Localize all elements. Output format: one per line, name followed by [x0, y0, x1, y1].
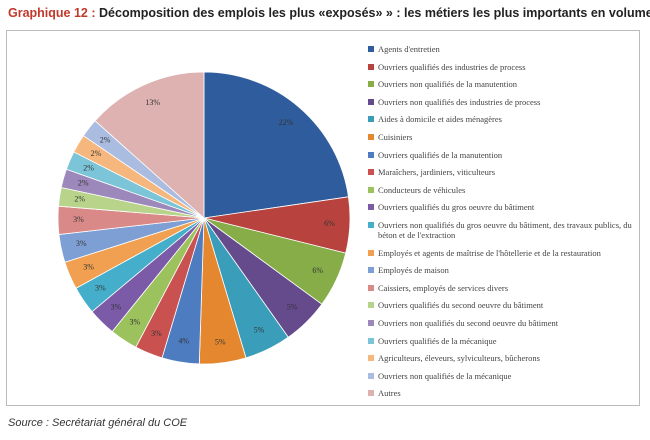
- title-label: Graphique 12 :: [8, 6, 96, 20]
- legend-swatch: [368, 63, 374, 70]
- legend-swatch: [368, 98, 374, 105]
- legend-label: Ouvriers qualifiés du second oeuvre du b…: [378, 300, 544, 311]
- legend-item: Ouvriers qualifiés du second oeuvre du b…: [368, 300, 633, 310]
- legend-swatch: [368, 267, 374, 274]
- legend-item: Agents d'entretien: [368, 44, 633, 54]
- slice-label: 3%: [95, 284, 106, 293]
- pie-slice: [94, 71, 205, 219]
- legend-swatch: [368, 81, 374, 88]
- slice-label: 6%: [324, 219, 335, 228]
- legend-swatch: [368, 204, 374, 211]
- legend-label: Ouvriers non qualifiés du gros oeuvre du…: [378, 219, 632, 240]
- legend-swatch: [368, 355, 374, 362]
- legend-label: Conducteurs de véhicules: [378, 184, 466, 195]
- legend-item: Cuisiniers: [368, 132, 633, 142]
- legend-label: Agents d'entretien: [378, 44, 440, 54]
- legend-swatch: [368, 221, 374, 228]
- legend-swatch: [368, 186, 374, 193]
- legend-swatch: [368, 390, 374, 397]
- legend-item: Conducteurs de véhicules: [368, 185, 633, 195]
- legend-label: Ouvriers non qualifiés de la manutention: [378, 79, 518, 90]
- legend-item: Employés de maison: [368, 265, 633, 275]
- legend-item: Ouvriers qualifiés des industries de pro…: [368, 62, 633, 72]
- legend-label: Agriculteurs, éleveurs, sylviculteurs, b…: [378, 353, 540, 364]
- slice-label: 2%: [100, 135, 111, 144]
- legend-item: Ouvriers qualifiés de la mécanique: [368, 336, 633, 346]
- legend-item: Ouvriers non qualifiés du gros oeuvre du…: [368, 220, 633, 240]
- slice-label: 5%: [287, 302, 298, 311]
- legend-item: Ouvriers non qualifiés des industries de…: [368, 97, 633, 107]
- slice-label: 3%: [151, 329, 162, 338]
- legend-label: Employés et agents de maîtrise de l'hôte…: [378, 247, 601, 258]
- slice-label: 2%: [78, 179, 89, 188]
- slice-label: 3%: [73, 215, 84, 224]
- legend-swatch: [368, 302, 374, 309]
- legend-item: Ouvriers qualifiés du gros oeuvre du bât…: [368, 202, 633, 212]
- slice-label: 13%: [145, 98, 160, 107]
- title: Graphique 12 : Décomposition des emplois…: [8, 6, 650, 20]
- legend-item: Ouvriers qualifiés de la manutention: [368, 150, 633, 160]
- slice-label: 6%: [312, 266, 323, 275]
- legend-swatch: [368, 372, 374, 379]
- legend-item: Agriculteurs, éleveurs, sylviculteurs, b…: [368, 353, 633, 363]
- legend-item: Ouvriers non qualifiés du second oeuvre …: [368, 318, 633, 328]
- legend-swatch: [368, 151, 374, 158]
- legend-label: Ouvriers qualifiés de la manutention: [378, 149, 503, 160]
- legend-label: Autres: [378, 388, 401, 399]
- slice-label: 3%: [111, 302, 122, 311]
- legend-item: Caissiers, employés de services divers: [368, 283, 633, 293]
- legend-swatch: [368, 116, 374, 123]
- legend-swatch: [368, 249, 374, 256]
- slice-label: 2%: [91, 149, 102, 158]
- slice-label: 3%: [83, 262, 94, 271]
- slice-label: 22%: [279, 118, 294, 127]
- legend-swatch: [368, 133, 374, 140]
- legend-label: Ouvriers non qualifiés du second oeuvre …: [378, 317, 559, 328]
- legend-swatch: [368, 169, 374, 176]
- legend-label: Ouvriers qualifiés de la mécanique: [378, 335, 497, 346]
- legend-item: Employés et agents de maîtrise de l'hôte…: [368, 248, 633, 258]
- slice-label: 3%: [130, 318, 141, 327]
- legend-item: Autres: [368, 388, 633, 398]
- legend: Agents d'entretien Ouvriers qualifiés des…: [368, 44, 633, 406]
- source: Source : Secrétariat général du COE: [8, 417, 188, 429]
- legend-label: Caissiers, employés de services divers: [378, 282, 509, 293]
- legend-label: Maraîchers, jardiniers, viticulteurs: [378, 167, 496, 178]
- legend-swatch: [368, 337, 374, 344]
- title-text: Décomposition des emplois les plus «expo…: [99, 6, 650, 20]
- legend-swatch: [368, 46, 374, 52]
- legend-label: Ouvriers non qualifiés de la mécanique: [378, 370, 512, 381]
- legend-label: Ouvriers qualifiés du gros oeuvre du bât…: [378, 202, 535, 213]
- legend-swatch: [368, 284, 374, 291]
- legend-swatch: [368, 319, 374, 326]
- legend-label: Ouvriers non qualifiés des industries de…: [378, 96, 541, 107]
- legend-item: Maraîchers, jardiniers, viticulteurs: [368, 167, 633, 177]
- legend-item: Ouvriers non qualifiés de la mécanique: [368, 371, 633, 381]
- legend-label: Aides à domicile et aides ménagères: [378, 114, 502, 125]
- legend-label: Employés de maison: [378, 265, 449, 276]
- slice-label: 5%: [254, 326, 265, 335]
- slice-label: 3%: [76, 239, 87, 248]
- legend-item: Aides à domicile et aides ménagères: [368, 114, 633, 124]
- chart-frame: [6, 30, 640, 406]
- legend-item: Ouvriers non qualifiés de la manutention: [368, 79, 633, 89]
- legend-label: Cuisiniers: [378, 131, 413, 142]
- legend-label: Ouvriers qualifiés des industries de pro…: [378, 61, 526, 72]
- slice-label: 2%: [83, 163, 94, 172]
- pie-slice: [203, 71, 349, 219]
- slice-label: 2%: [74, 195, 85, 204]
- slice-label: 5%: [215, 337, 226, 346]
- slice-label: 4%: [178, 337, 189, 346]
